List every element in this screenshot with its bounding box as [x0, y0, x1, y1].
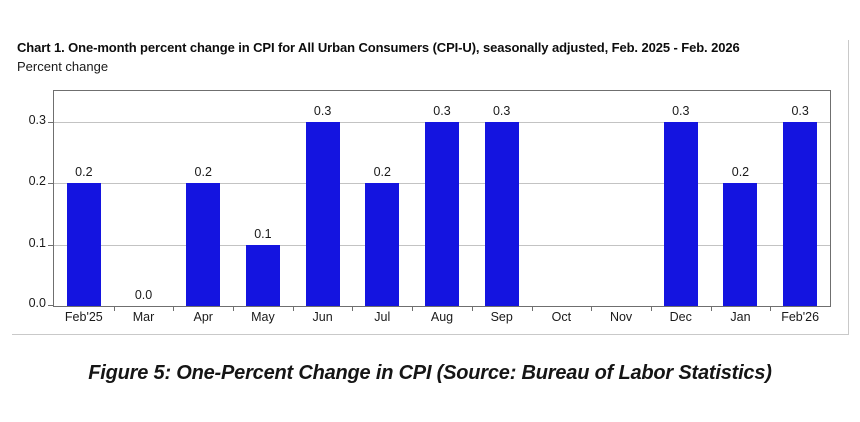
plot-area: 0.0 0.1 0.2 0.3 0.2 Feb'25 0.0 Mar 0.2 Apr 0.1 May 0… — [29, 90, 831, 324]
bar-apr — [186, 183, 221, 306]
bar-value-label: 0.2 — [731, 165, 750, 180]
x-axis-tick — [113, 307, 115, 311]
x-tick-label: Mar — [132, 310, 155, 324]
y-tick-label: 0.1 — [28, 235, 46, 250]
category-slot — [532, 91, 592, 306]
bar-value-label: 0.3 — [791, 103, 809, 118]
x-tick-label: May — [251, 310, 275, 324]
bar-value-label: 0.3 — [313, 103, 332, 118]
bar-jun — [305, 121, 340, 306]
category-slot — [591, 91, 651, 306]
y-tick-label: 0.0 — [28, 296, 46, 310]
x-axis-tick — [352, 307, 354, 311]
bar-value-label: 0.1 — [254, 226, 272, 241]
x-tick-label: Jun — [312, 310, 333, 324]
bar-aug — [424, 121, 459, 306]
figure-caption: Figure 5: One-Percent Change in CPI (Sou… — [88, 362, 772, 384]
bar-value-label: 0.3 — [433, 103, 451, 118]
x-tick-label: Jul — [374, 310, 391, 324]
x-tick-label: Dec — [669, 310, 692, 324]
category-slot: 0.3 — [651, 91, 711, 306]
bar-feb26 — [783, 121, 818, 306]
x-tick-label: Aug — [430, 310, 454, 324]
bar-value-label: 0.0 — [134, 288, 153, 302]
bar-sep — [484, 121, 519, 306]
x-axis-tick — [710, 307, 712, 311]
category-slot: 0.3 — [293, 91, 353, 306]
x-axis-tick — [292, 307, 294, 311]
x-axis-tick — [770, 307, 772, 311]
category-slot: 0.0 — [114, 91, 174, 306]
category-slot: 0.3 — [412, 91, 472, 306]
x-tick-label: Feb'25 — [64, 310, 103, 324]
x-axis-tick — [650, 307, 652, 311]
chart-title: Chart 1. One-month percent change in CPI… — [17, 40, 740, 55]
x-axis-tick — [471, 307, 473, 311]
y-axis-tick — [48, 121, 54, 123]
category-slot: 0.2 — [54, 91, 114, 306]
x-axis-tick — [233, 307, 235, 311]
bar-value-label: 0.3 — [672, 103, 690, 118]
bar-value-label: 0.2 — [75, 165, 93, 180]
x-axis-tick — [412, 307, 414, 311]
x-tick-label: Oct — [551, 310, 572, 324]
bar-may — [245, 244, 280, 306]
x-tick-label: Sep — [490, 310, 513, 324]
category-slot: 0.1 — [233, 91, 293, 306]
y-tick-label: 0.3 — [28, 112, 46, 127]
x-tick-label: Nov — [609, 310, 633, 324]
bar-value-label: 0.2 — [194, 165, 212, 180]
category-slot: 0.2 — [352, 91, 412, 306]
x-tick-label: Jan — [730, 310, 751, 324]
bar-feb25 — [66, 183, 101, 306]
bar-jul — [365, 183, 400, 306]
bar-value-label: 0.2 — [373, 165, 391, 180]
y-axis-tick — [48, 183, 54, 185]
x-axis-tick — [591, 307, 593, 311]
y-axis-tick — [48, 305, 54, 306]
x-tick-label: Apr — [193, 310, 213, 324]
bar-value-label: 0.3 — [492, 103, 511, 118]
category-slot: 0.2 — [711, 91, 771, 306]
y-axis-tick — [48, 244, 54, 246]
x-axis-tick — [173, 307, 175, 311]
bar-dec — [663, 121, 698, 306]
x-tick-label: Feb'26 — [781, 310, 820, 324]
bar-jan — [723, 183, 758, 306]
category-slot: 0.2 — [173, 91, 233, 306]
x-axis-tick — [531, 307, 533, 311]
category-slot: 0.3 — [770, 91, 830, 306]
chart-figure: Chart 1. One-month percent change in CPI… — [12, 40, 849, 335]
y-tick-label: 0.2 — [28, 174, 46, 189]
chart-ylabel-text: Percent change — [17, 59, 109, 74]
category-slot: 0.3 — [472, 91, 532, 306]
